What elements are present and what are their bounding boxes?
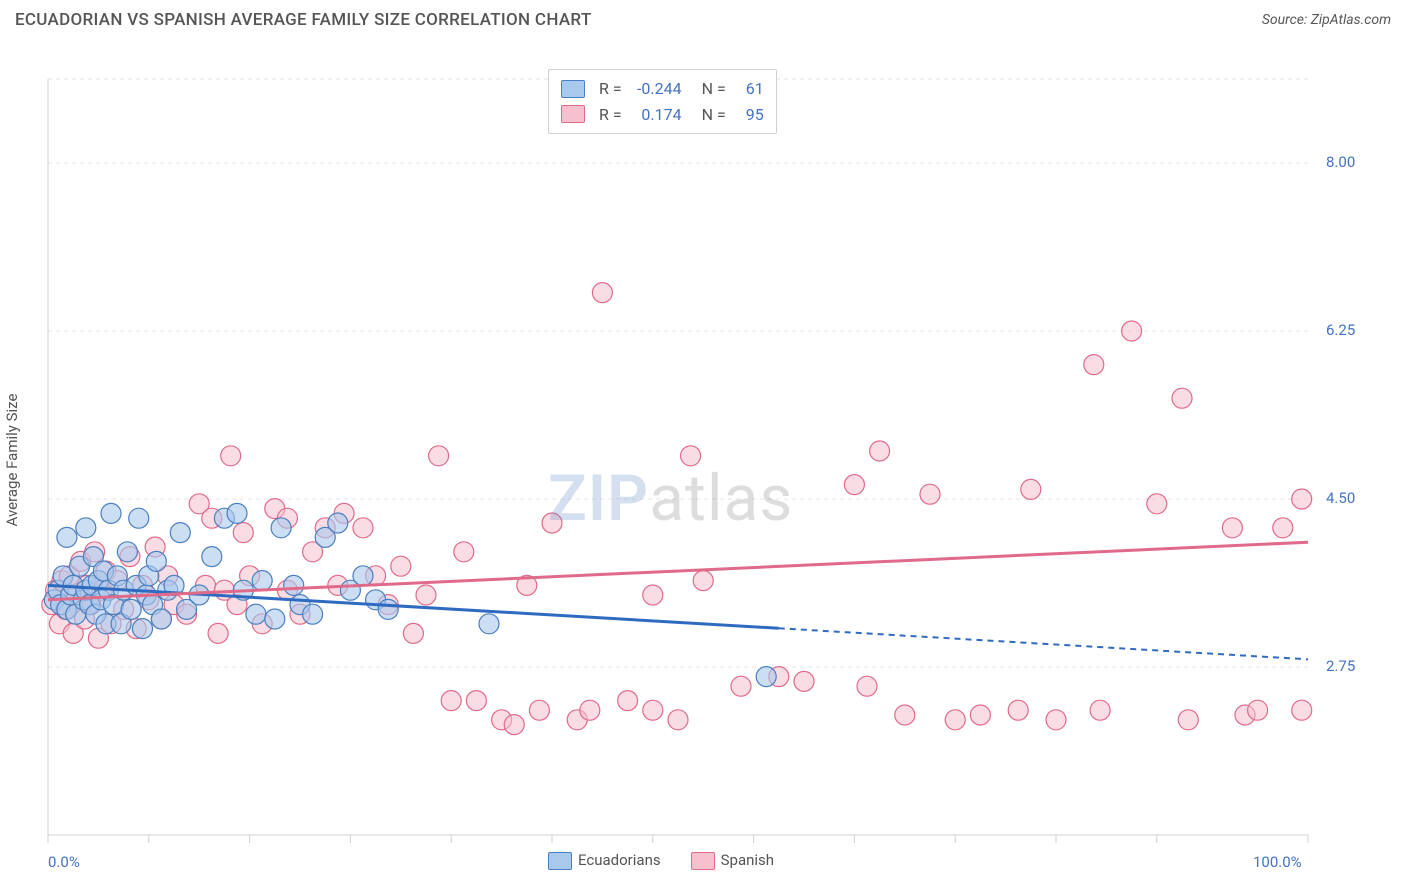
series-legend: Ecuadorians Spanish [548, 851, 774, 870]
chart-header: ECUADORIAN VS SPANISH AVERAGE FAMILY SIZ… [0, 0, 1406, 35]
x-tick-label: 0.0% [48, 853, 80, 871]
legend-item: Ecuadorians [548, 851, 661, 870]
source-label: Source: [1262, 12, 1311, 28]
scatter-plot [0, 35, 1406, 885]
legend-item: Spanish [691, 851, 774, 870]
n-label: N = [702, 76, 726, 102]
r-value: 0.174 [630, 102, 682, 128]
chart-source: Source: ZipAtlas.com [1262, 12, 1391, 28]
y-tick-label: 2.75 [1326, 657, 1355, 675]
legend-swatch [561, 105, 585, 123]
source-value: ZipAtlas.com [1311, 12, 1391, 28]
legend-swatch [561, 80, 585, 98]
chart-area: Average Family Size ZIPatlas R =-0.244N … [0, 35, 1406, 885]
r-value: -0.244 [630, 76, 682, 102]
correlation-legend: R = -0.244 N = 61 R = 0.174 N = 95 [548, 69, 777, 134]
n-value: 61 [734, 76, 764, 102]
legend-label: Spanish [721, 851, 774, 869]
y-tick-label: 8.00 [1326, 153, 1355, 171]
r-label: R = [599, 76, 622, 102]
correlation-row: R = -0.244 N = 61 [561, 76, 764, 102]
y-tick-label: 6.25 [1326, 321, 1355, 339]
r-label: R = [599, 102, 622, 128]
n-value: 95 [734, 102, 764, 128]
y-tick-label: 4.50 [1326, 489, 1355, 507]
x-tick-label: 100.0% [1253, 853, 1302, 871]
legend-label: Ecuadorians [578, 851, 661, 869]
legend-swatch [548, 852, 572, 870]
legend-swatch [691, 852, 715, 870]
chart-title: ECUADORIAN VS SPANISH AVERAGE FAMILY SIZ… [15, 10, 592, 30]
n-label: N = [702, 102, 726, 128]
y-axis-label: Average Family Size [3, 394, 21, 527]
correlation-row: R = 0.174 N = 95 [561, 102, 764, 128]
